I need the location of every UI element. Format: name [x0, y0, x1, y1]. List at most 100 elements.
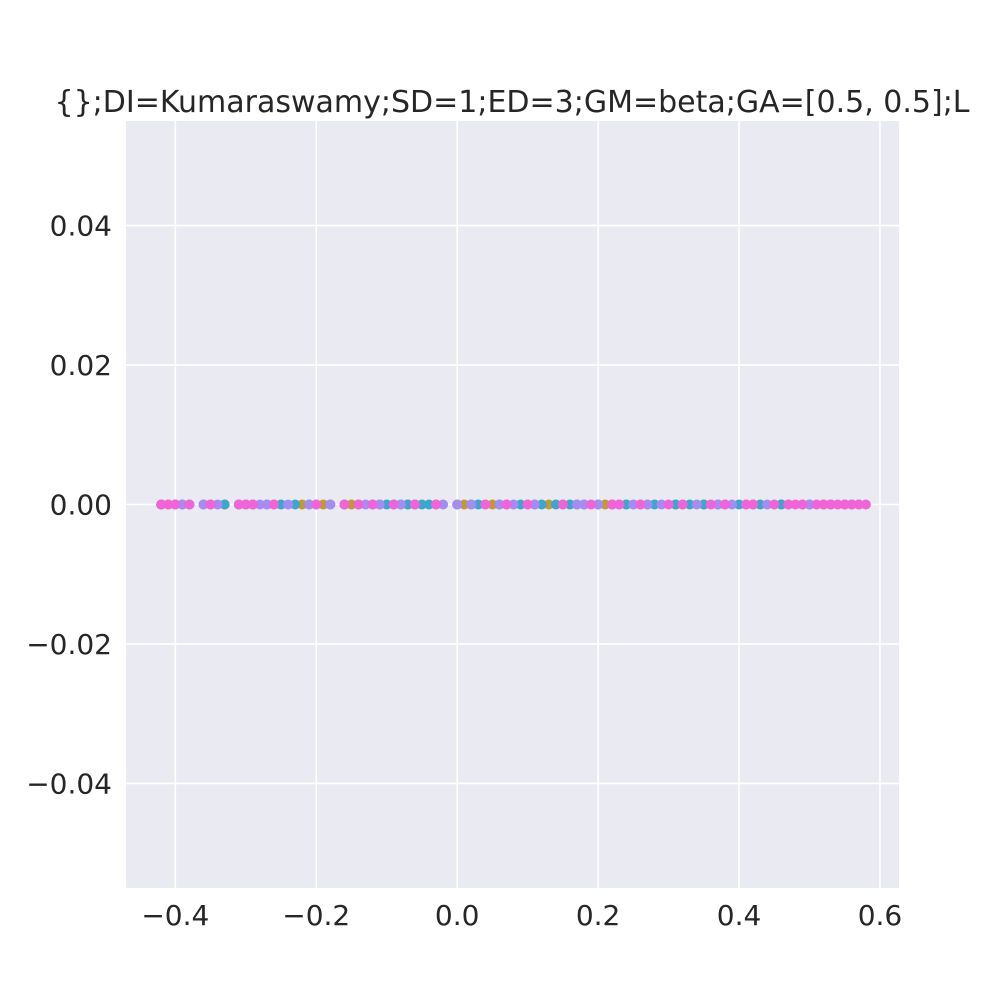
- data-point: [726, 499, 737, 510]
- data-point: [388, 499, 399, 510]
- y-tick-label: 0.02: [50, 349, 112, 382]
- data-point: [783, 499, 794, 510]
- data-point: [734, 499, 745, 510]
- data-point: [628, 499, 639, 510]
- data-point: [776, 499, 787, 510]
- data-point: [600, 499, 611, 510]
- data-point: [769, 499, 780, 510]
- x-tick-labels: −0.4 −0.2 0.0 0.2 0.4 0.6: [141, 899, 902, 932]
- y-tick-label: 0.00: [50, 489, 112, 522]
- data-point: [670, 499, 681, 510]
- data-point: [705, 499, 716, 510]
- data-point: [297, 499, 308, 510]
- data-point: [473, 499, 484, 510]
- data-point: [346, 499, 357, 510]
- data-point: [494, 499, 505, 510]
- data-point: [205, 499, 216, 510]
- data-point: [579, 499, 590, 510]
- data-point: [804, 499, 815, 510]
- data-point: [409, 499, 420, 510]
- data-point: [677, 499, 688, 510]
- data-point: [741, 499, 752, 510]
- data-point: [177, 499, 188, 510]
- data-point: [811, 499, 822, 510]
- x-tick-label: −0.2: [282, 899, 350, 932]
- data-point: [508, 499, 519, 510]
- y-tick-label: −0.04: [26, 767, 112, 800]
- data-point: [684, 499, 695, 510]
- data-point: [431, 499, 442, 510]
- x-tick-label: 0.4: [717, 899, 762, 932]
- data-point: [163, 499, 174, 510]
- data-point: [219, 499, 230, 510]
- data-point: [649, 499, 660, 510]
- data-point: [536, 499, 547, 510]
- data-point: [797, 499, 808, 510]
- data-point: [853, 499, 864, 510]
- data-point: [839, 499, 850, 510]
- data-point: [261, 499, 272, 510]
- data-point: [564, 499, 575, 510]
- data-point: [339, 499, 350, 510]
- data-point: [353, 499, 364, 510]
- data-point: [860, 499, 871, 510]
- data-point: [452, 499, 463, 510]
- data-point: [268, 499, 279, 510]
- data-point: [212, 499, 223, 510]
- data-point: [325, 499, 336, 510]
- data-point: [712, 499, 723, 510]
- data-point: [402, 499, 413, 510]
- data-point: [515, 499, 526, 510]
- data-point: [642, 499, 653, 510]
- data-points: [156, 499, 871, 510]
- data-point: [663, 499, 674, 510]
- data-point: [846, 499, 857, 510]
- data-point: [656, 499, 667, 510]
- data-point: [311, 499, 322, 510]
- data-point: [529, 499, 540, 510]
- x-tick-label: 0.6: [858, 899, 903, 932]
- data-point: [550, 499, 561, 510]
- data-point: [423, 499, 434, 510]
- x-tick-label: 0.0: [435, 899, 480, 932]
- data-point: [240, 499, 251, 510]
- data-point: [459, 499, 470, 510]
- data-point: [571, 499, 582, 510]
- data-point: [691, 499, 702, 510]
- data-point: [543, 499, 554, 510]
- data-point: [748, 499, 759, 510]
- series-4: [156, 499, 871, 510]
- y-tick-labels: 0.04 0.02 0.00 −0.02 −0.04: [26, 210, 112, 801]
- data-point: [825, 499, 836, 510]
- y-tick-label: −0.02: [26, 628, 112, 661]
- data-point: [586, 499, 597, 510]
- data-point: [614, 499, 625, 510]
- data-point: [198, 499, 209, 510]
- chart-title: {};DI=Kumaraswamy;SD=1;ED=3;GM=beta;GA=[…: [54, 85, 969, 120]
- data-point: [501, 499, 512, 510]
- data-point: [466, 499, 477, 510]
- data-point: [790, 499, 801, 510]
- data-point: [557, 499, 568, 510]
- data-point: [254, 499, 265, 510]
- data-point: [367, 499, 378, 510]
- data-point: [755, 499, 766, 510]
- data-point: [480, 499, 491, 510]
- data-point: [762, 499, 773, 510]
- data-point: [635, 499, 646, 510]
- data-point: [416, 499, 427, 510]
- data-point: [374, 499, 385, 510]
- data-point: [283, 499, 294, 510]
- data-point: [360, 499, 371, 510]
- data-point: [170, 499, 181, 510]
- data-point: [621, 499, 632, 510]
- data-point: [395, 499, 406, 510]
- data-point: [593, 499, 604, 510]
- data-point: [318, 499, 329, 510]
- data-point: [276, 499, 287, 510]
- data-point: [304, 499, 315, 510]
- data-point: [381, 499, 392, 510]
- x-tick-label: −0.4: [141, 899, 209, 932]
- data-point: [522, 499, 533, 510]
